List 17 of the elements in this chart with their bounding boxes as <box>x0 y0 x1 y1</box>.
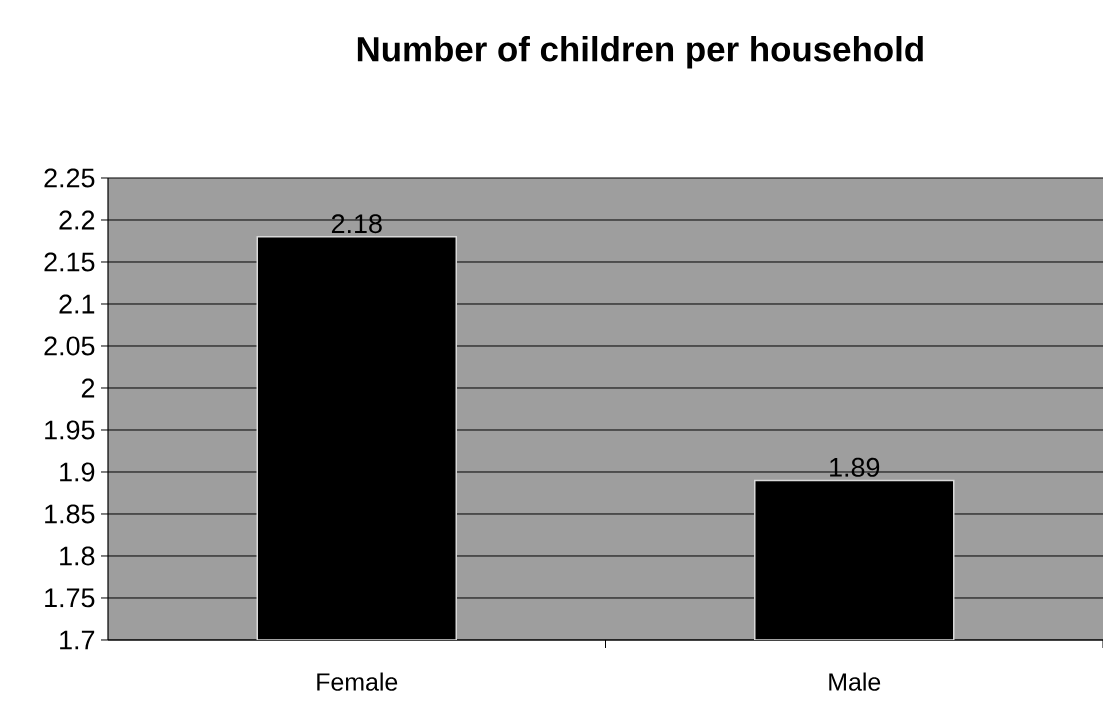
y-tick-label: 2.15 <box>44 252 95 272</box>
chart-title: Number of children per household <box>357 35 923 69</box>
y-tick-label: 1.7 <box>60 630 95 650</box>
y-tick-label: 2 <box>81 378 95 398</box>
y-tick-label: 1.95 <box>45 420 95 440</box>
x-tick-label: Male <box>829 672 881 691</box>
y-tick-label: 2.1 <box>59 294 95 314</box>
data-label: 2.18 <box>331 214 382 234</box>
y-tick-label: 2.05 <box>44 336 95 356</box>
data-label: 1.89 <box>830 457 880 477</box>
y-tick-label: 1.75 <box>45 588 95 608</box>
x-tick-label: Female <box>317 672 398 691</box>
y-tick-label: 1.85 <box>45 504 95 524</box>
y-tick-label: 2.2 <box>59 210 95 230</box>
y-tick-label: 1.9 <box>60 462 95 482</box>
y-tick-label: 1.8 <box>60 546 95 566</box>
y-tick-label: 2.25 <box>44 168 95 188</box>
